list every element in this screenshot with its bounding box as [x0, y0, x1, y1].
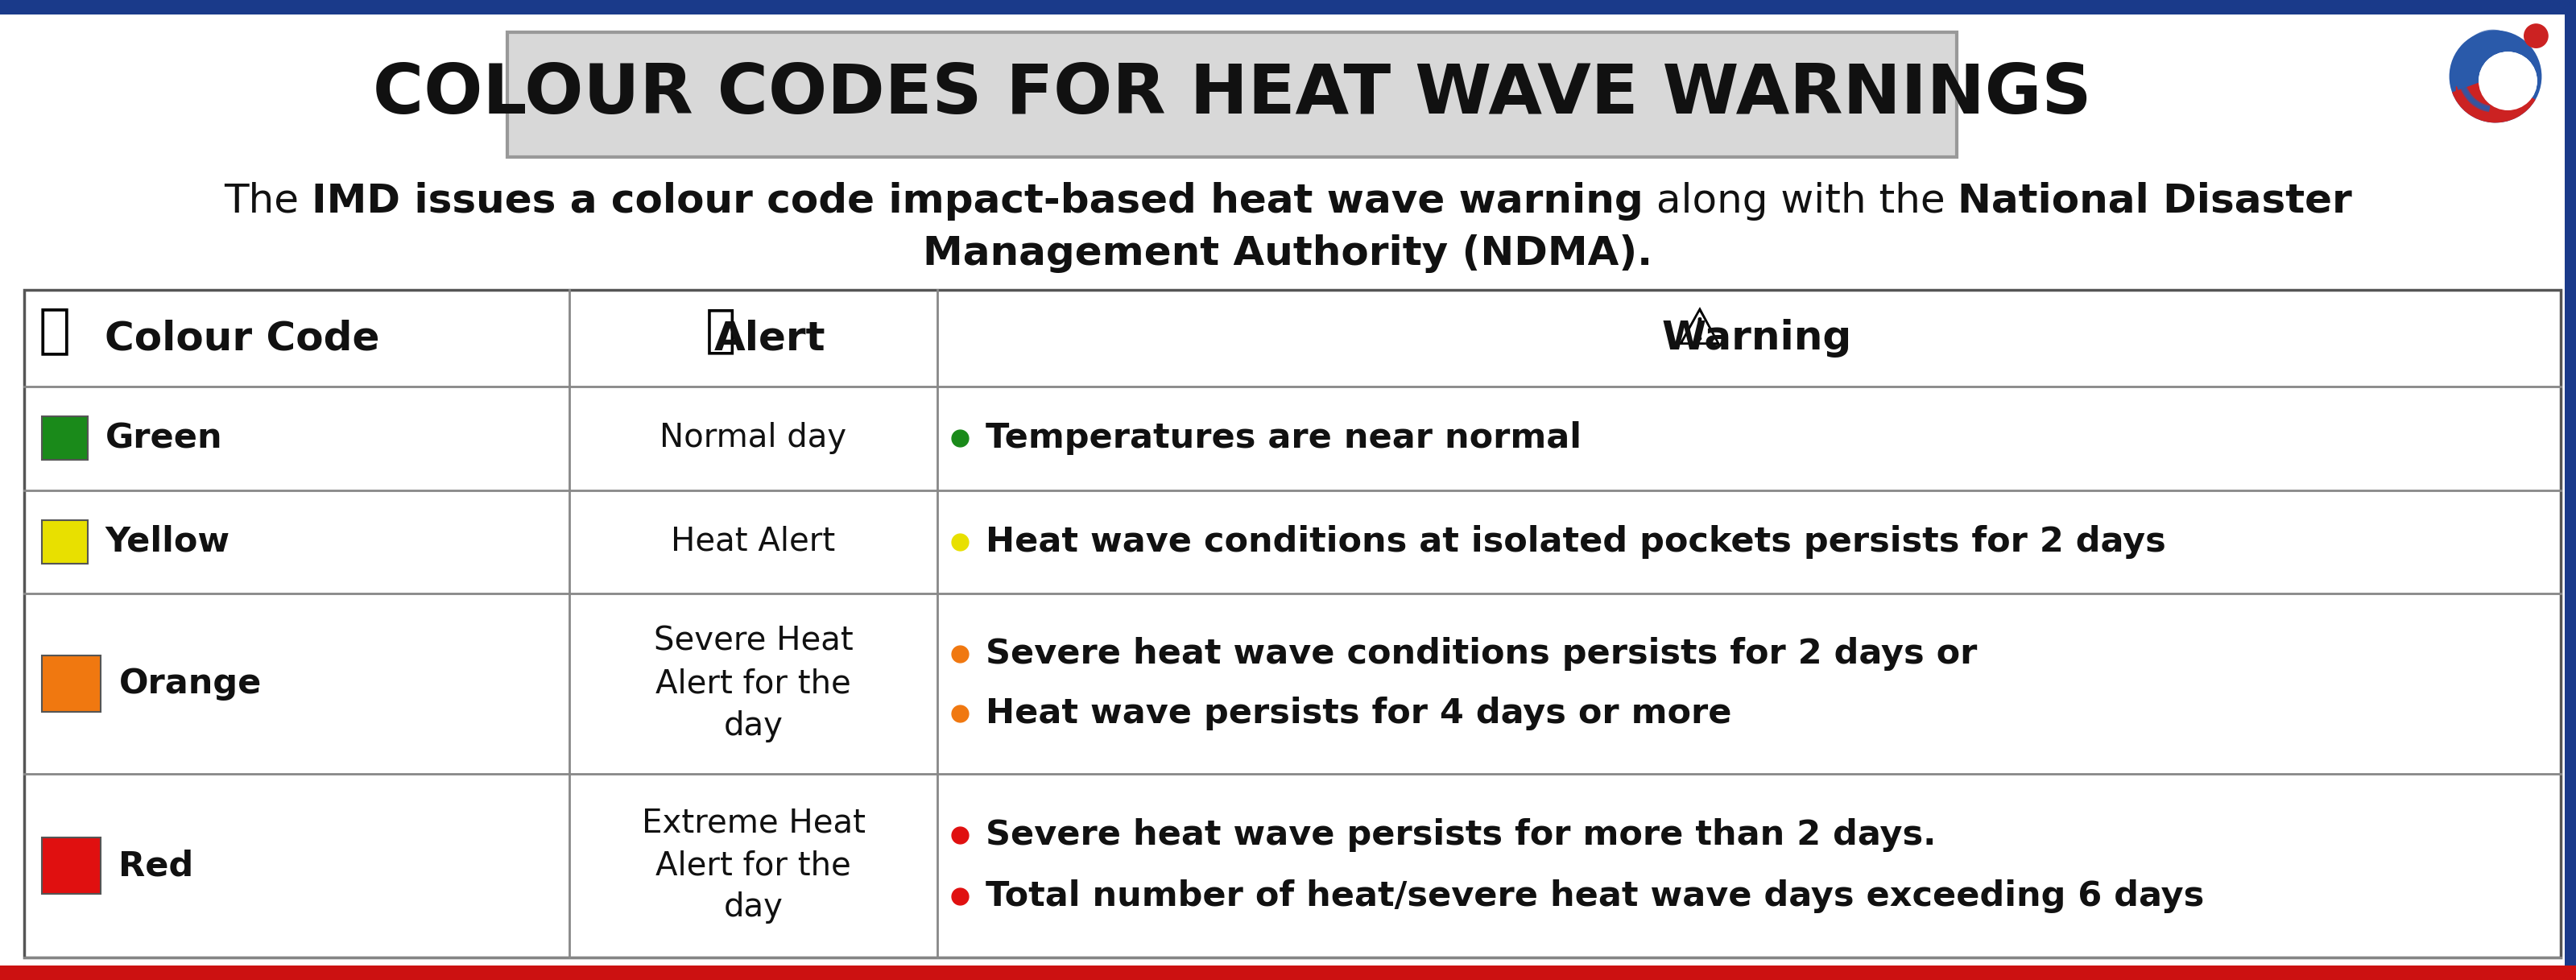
Text: Heat Alert: Heat Alert [672, 526, 835, 558]
Text: Severe heat wave conditions persists for 2 days or: Severe heat wave conditions persists for… [987, 637, 1978, 670]
Text: IMD issues a colour code impact-based heat wave warning: IMD issues a colour code impact-based he… [312, 182, 1643, 220]
Bar [0, 965, 2576, 980]
Text: Yellow: Yellow [106, 525, 229, 559]
Circle shape [2450, 30, 2543, 122]
Circle shape [2434, 16, 2555, 137]
Bar [41, 656, 100, 711]
Text: Severe Heat
Alert for the
day: Severe Heat Alert for the day [654, 625, 853, 742]
Bar [0, 0, 2576, 15]
Text: Orange: Orange [118, 666, 263, 701]
Bar [41, 520, 88, 564]
Text: National Disaster: National Disaster [1958, 182, 2352, 220]
Bar [2566, 15, 2576, 965]
Text: along with the: along with the [1643, 182, 1958, 220]
Text: Total number of heat/severe heat wave days exceeding 6 days: Total number of heat/severe heat wave da… [987, 879, 2205, 913]
Text: Heat wave conditions at isolated pockets persists for 2 days: Heat wave conditions at isolated pockets… [987, 525, 2166, 559]
Text: Normal day: Normal day [659, 422, 848, 455]
Text: Heat wave persists for 4 days or more: Heat wave persists for 4 days or more [987, 697, 1731, 731]
Text: Red: Red [118, 849, 193, 883]
Circle shape [2478, 52, 2537, 111]
Text: Green: Green [106, 421, 222, 456]
Text: Extreme Heat
Alert for the
day: Extreme Heat Alert for the day [641, 808, 866, 924]
Wedge shape [2452, 76, 2535, 122]
Text: 🚨: 🚨 [706, 306, 737, 355]
Circle shape [2524, 24, 2548, 48]
Bar [41, 838, 100, 894]
Text: The: The [224, 182, 312, 220]
Circle shape [2478, 52, 2537, 111]
Text: ⚠️: ⚠️ [1677, 306, 1723, 355]
Text: Warning: Warning [1662, 319, 1852, 358]
Text: Severe heat wave persists for more than 2 days.: Severe heat wave persists for more than … [987, 818, 1937, 852]
Bar [507, 32, 1958, 157]
Text: Alert: Alert [714, 319, 824, 358]
Text: Management Authority (NDMA).: Management Authority (NDMA). [922, 234, 1654, 273]
Text: Colour Code: Colour Code [106, 319, 379, 358]
Text: Temperatures are near normal: Temperatures are near normal [987, 421, 1582, 456]
Text: 🎨: 🎨 [39, 304, 72, 357]
Text: COLOUR CODES FOR HEAT WAVE WARNINGS: COLOUR CODES FOR HEAT WAVE WARNINGS [374, 61, 2092, 128]
Bar [41, 417, 88, 461]
Bar [23, 290, 2561, 957]
